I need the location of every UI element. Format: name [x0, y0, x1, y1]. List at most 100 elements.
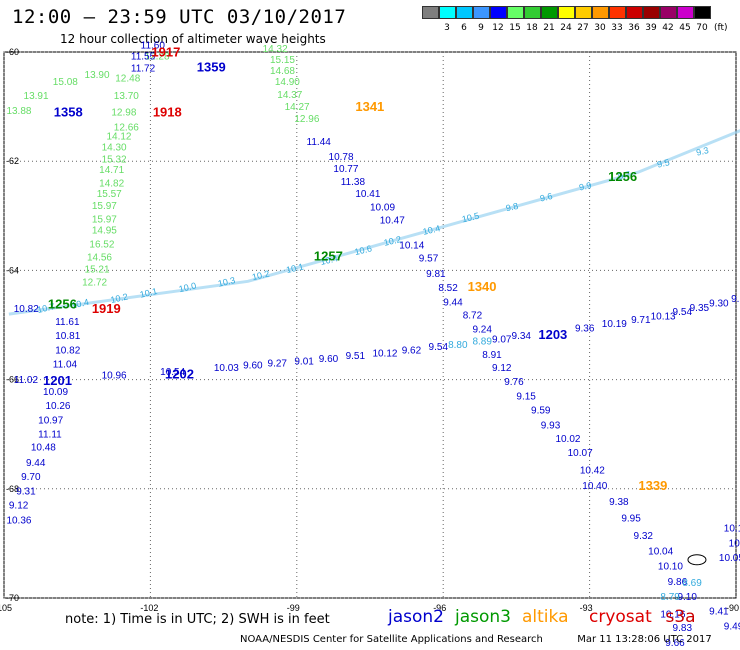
wave-height-label: 8.79	[660, 592, 680, 603]
scale-label: 36	[628, 23, 640, 33]
wave-height-label: 15.32	[102, 154, 127, 165]
wave-height-label: 10.2	[251, 268, 270, 282]
legend-cryosat: cryosat	[589, 607, 652, 627]
wave-height-label: 14.37	[277, 90, 302, 101]
wave-height-label: 8.89	[472, 337, 492, 348]
scale-swatch	[592, 6, 609, 19]
legend-s3a: s3a	[665, 607, 696, 627]
wave-height-label: 10.04	[648, 546, 673, 557]
lat-tick-label: -70	[6, 593, 19, 603]
wave-height-label: 14.12	[106, 131, 131, 142]
wave-height-label: 11.61	[55, 317, 80, 328]
lon-tick-label: -90	[726, 603, 739, 613]
wave-height-label: 10.96	[102, 371, 127, 382]
pass-time-label: 1358	[54, 104, 83, 119]
scale-label: 3	[444, 23, 450, 33]
scale-label: 18	[526, 23, 538, 33]
wave-height-label: 13.91	[24, 91, 49, 102]
legend-jason3: jason3	[455, 607, 511, 627]
wave-height-label: 8.72	[463, 310, 483, 321]
wave-height-label: 15.15	[270, 55, 295, 66]
wave-height-label: 11.02	[14, 375, 39, 386]
wave-height-label: 9.15	[516, 391, 536, 402]
wave-height-label: 9.60	[243, 361, 263, 372]
wave-height-label: 9.62	[402, 345, 422, 356]
wave-height-label: 15.21	[85, 265, 110, 276]
scale-label: 39	[645, 23, 657, 33]
wave-height-label: 14.56	[87, 253, 112, 264]
wave-height-label: 14.27	[285, 102, 310, 113]
jason2-ground-track	[8, 129, 740, 316]
scale-swatch	[626, 6, 643, 19]
pass-time-label: 1257	[314, 249, 343, 264]
wave-height-label: 9.32	[634, 531, 654, 542]
wave-height-label: 10.4	[319, 253, 338, 267]
wave-height-label: 9.81	[426, 269, 446, 280]
wave-height-label: 10.41	[355, 189, 380, 200]
scale-label: 9	[478, 23, 484, 33]
wave-height-label: 9.66	[665, 638, 685, 649]
wave-height-label: 9.49	[724, 622, 740, 633]
wave-height-label: 10.1	[139, 286, 158, 300]
wave-height-label: 9.51	[346, 351, 366, 362]
wave-height-label: 13.90	[85, 70, 110, 81]
wave-height-label: 9.24	[472, 325, 492, 336]
pass-time-label: 1919	[92, 301, 121, 316]
wave-height-label: 10.0	[178, 281, 197, 295]
scale-swatch	[694, 6, 711, 19]
scale-label: 33	[611, 23, 623, 33]
wave-height-label: 8.91	[482, 350, 502, 361]
lon-tick-label: -96	[433, 603, 446, 613]
wave-height-label: 10.14	[399, 241, 424, 252]
lat-tick-label: -60	[6, 47, 19, 57]
scale-swatch	[490, 6, 507, 19]
wave-height-label: 10.78	[329, 152, 354, 163]
scale-label: 21	[543, 23, 555, 33]
scale-swatch	[643, 6, 660, 19]
scale-label: 30	[594, 23, 606, 33]
wave-height-label: 9.57	[419, 254, 439, 265]
lon-tick-label: -93	[580, 603, 593, 613]
scale-swatch	[439, 6, 456, 19]
wave-height-label: 10.6	[354, 243, 373, 257]
wave-height-label: 11.44	[307, 137, 332, 148]
wave-height-label: 11.60	[141, 41, 166, 52]
wave-height-label: 13.70	[114, 91, 139, 102]
wave-height-label: 9.44	[26, 458, 46, 469]
scale-swatch	[541, 6, 558, 19]
wave-height-color-scale: 3 6 9 12 15 18 21 24 27 30 33 36 39 42 45 70 (ft)	[422, 6, 730, 36]
wave-height-label: 9.30	[709, 298, 729, 309]
wave-height-label: 9.8	[505, 201, 519, 214]
wave-height-label: 10.3	[217, 275, 236, 289]
legend-altika: altika	[522, 607, 569, 627]
wave-height-label: 15.97	[92, 201, 117, 212]
lon-tick-label: -105	[0, 603, 12, 613]
wave-height-label: 8.69	[682, 578, 702, 589]
wave-height-label: 10.09	[43, 387, 68, 398]
scale-swatch	[575, 6, 592, 19]
pass-time-label: 1256	[48, 297, 77, 312]
wave-height-label: 9.6	[539, 191, 553, 204]
wave-height-label: 15.97	[92, 214, 117, 225]
scale-swatch	[677, 6, 694, 19]
wave-height-label: 10.03	[214, 363, 239, 374]
scale-swatch	[524, 6, 541, 19]
wave-height-label: 9.9	[578, 180, 592, 193]
wave-height-label: 10.7	[36, 301, 55, 315]
wave-height-label: 8.80	[448, 340, 468, 351]
credit-line: NOAA/NESDIS Center for Satellite Applica…	[240, 634, 712, 645]
wave-height-label: 10.12	[372, 349, 397, 360]
scale-label: 27	[577, 23, 589, 33]
scale-label: 12	[492, 23, 504, 33]
track-loop-marker	[687, 554, 707, 566]
pass-time-label: 1359	[197, 60, 226, 75]
lat-tick-label: -66	[6, 375, 19, 385]
wave-height-label: 9.71	[631, 315, 651, 326]
wave-height-label: 11.55	[131, 52, 156, 63]
wave-height-label: 10.4	[422, 223, 441, 237]
wave-height-label: 12.48	[115, 73, 140, 84]
wave-height-label: 10.4	[71, 297, 90, 311]
wave-height-label: 9.54	[673, 307, 693, 318]
